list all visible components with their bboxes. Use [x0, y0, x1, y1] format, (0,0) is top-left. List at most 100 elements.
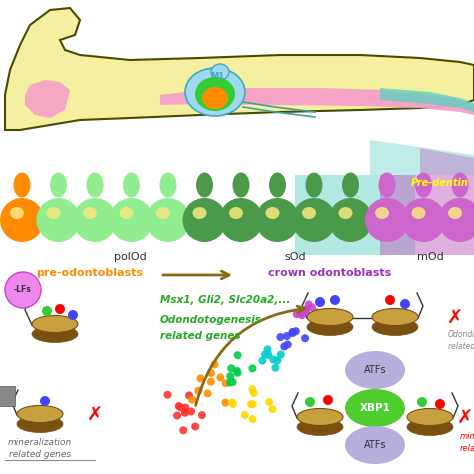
Ellipse shape [233, 173, 249, 198]
Circle shape [435, 399, 445, 409]
Circle shape [42, 306, 52, 316]
Circle shape [226, 379, 234, 386]
Circle shape [292, 198, 336, 242]
Text: M1: M1 [210, 72, 224, 81]
Circle shape [400, 299, 410, 309]
Circle shape [146, 198, 190, 242]
Circle shape [182, 403, 189, 411]
Ellipse shape [338, 207, 353, 219]
Circle shape [210, 360, 219, 368]
FancyBboxPatch shape [0, 386, 15, 406]
Circle shape [216, 374, 224, 382]
Circle shape [248, 365, 256, 373]
Text: Pre-dentin: Pre-dentin [411, 178, 469, 188]
Circle shape [302, 307, 310, 315]
Ellipse shape [345, 426, 405, 464]
Bar [295, 175, 415, 255]
Circle shape [221, 399, 229, 407]
Ellipse shape [202, 87, 228, 109]
Circle shape [197, 374, 204, 383]
Ellipse shape [448, 207, 462, 219]
Circle shape [109, 198, 154, 242]
Ellipse shape [86, 173, 103, 198]
Circle shape [330, 295, 340, 305]
Text: ✗: ✗ [457, 409, 473, 428]
Circle shape [277, 351, 285, 358]
Circle shape [298, 311, 306, 319]
Ellipse shape [17, 405, 63, 422]
Circle shape [273, 356, 282, 365]
Polygon shape [380, 88, 474, 112]
Text: pre-odontoblasts: pre-odontoblasts [36, 268, 144, 278]
Circle shape [289, 329, 297, 337]
Circle shape [0, 198, 44, 242]
Circle shape [5, 272, 41, 308]
Ellipse shape [452, 173, 468, 198]
Circle shape [234, 369, 241, 377]
Circle shape [301, 306, 309, 313]
Ellipse shape [196, 173, 213, 198]
Circle shape [226, 372, 234, 380]
Ellipse shape [375, 207, 389, 219]
Ellipse shape [372, 319, 418, 336]
Text: Odondotogenesis: Odondotogenesis [160, 315, 262, 325]
Ellipse shape [211, 64, 229, 80]
Text: ATFs: ATFs [364, 440, 386, 450]
Circle shape [191, 422, 199, 430]
Ellipse shape [83, 207, 97, 219]
Text: polOd: polOd [114, 252, 146, 262]
Circle shape [365, 198, 409, 242]
Circle shape [289, 328, 297, 336]
Ellipse shape [297, 409, 343, 426]
Circle shape [255, 198, 300, 242]
Circle shape [40, 396, 50, 406]
Ellipse shape [17, 416, 63, 432]
Ellipse shape [265, 207, 280, 219]
Text: ✗: ✗ [447, 309, 463, 328]
Ellipse shape [307, 319, 353, 336]
Ellipse shape [156, 207, 170, 219]
Circle shape [283, 332, 291, 340]
Circle shape [188, 396, 196, 404]
Circle shape [233, 367, 241, 375]
Ellipse shape [379, 173, 395, 198]
Text: ✗: ✗ [87, 405, 103, 425]
Circle shape [249, 400, 257, 408]
Circle shape [228, 378, 237, 386]
Ellipse shape [411, 207, 426, 219]
Circle shape [272, 364, 280, 372]
Text: XBP1: XBP1 [360, 403, 391, 413]
Circle shape [55, 304, 65, 314]
Ellipse shape [119, 207, 134, 219]
Circle shape [222, 379, 230, 387]
Ellipse shape [46, 207, 61, 219]
Circle shape [36, 198, 81, 242]
Text: mineralization: mineralization [8, 438, 72, 447]
Text: crown odontoblasts: crown odontoblasts [268, 268, 392, 278]
Circle shape [301, 334, 309, 342]
Circle shape [203, 390, 211, 397]
Ellipse shape [297, 419, 343, 436]
Circle shape [198, 411, 206, 419]
Circle shape [181, 409, 189, 417]
Text: mOd: mOd [417, 252, 443, 262]
Text: Msx1, Gli2, Slc20a2,...: Msx1, Gli2, Slc20a2,... [160, 295, 291, 305]
Circle shape [175, 402, 183, 410]
Circle shape [292, 327, 300, 335]
Circle shape [265, 398, 273, 406]
Circle shape [250, 389, 258, 397]
Polygon shape [370, 140, 474, 175]
Circle shape [268, 405, 276, 413]
Circle shape [164, 391, 172, 399]
Circle shape [261, 350, 269, 358]
Text: rela: rela [460, 444, 474, 453]
Ellipse shape [10, 207, 24, 219]
Ellipse shape [50, 173, 67, 198]
Circle shape [227, 364, 235, 372]
Ellipse shape [407, 409, 453, 426]
Ellipse shape [32, 326, 78, 343]
Circle shape [68, 310, 78, 320]
Ellipse shape [269, 173, 286, 198]
Text: Odondot.: Odondot. [447, 330, 474, 339]
Circle shape [194, 387, 202, 395]
